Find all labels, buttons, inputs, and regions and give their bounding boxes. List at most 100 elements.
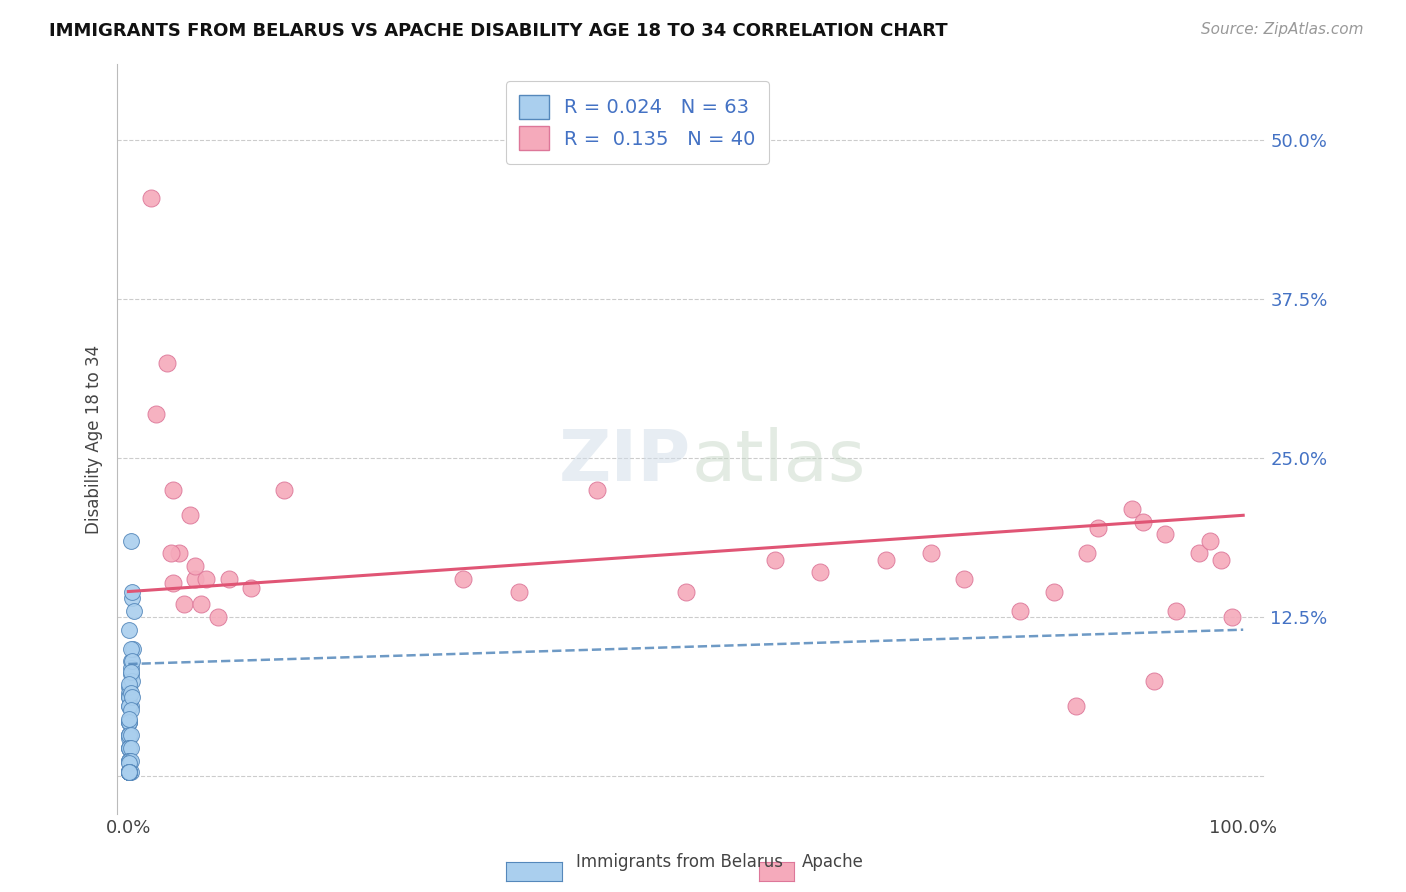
Point	[118, 728, 141, 742]
Point	[118, 754, 141, 768]
Point	[122, 604, 145, 618]
Point	[808, 566, 831, 580]
Point	[118, 756, 141, 771]
Point	[118, 690, 141, 704]
Point	[121, 584, 143, 599]
Point	[118, 765, 141, 780]
Point	[120, 655, 142, 669]
Point	[207, 610, 229, 624]
Point	[1076, 546, 1098, 560]
Point	[118, 690, 141, 704]
Point	[1209, 553, 1232, 567]
Point	[118, 715, 141, 730]
Y-axis label: Disability Age 18 to 34: Disability Age 18 to 34	[86, 344, 103, 533]
Point	[139, 190, 162, 204]
Point	[118, 754, 141, 768]
Point	[118, 764, 141, 778]
Point	[120, 703, 142, 717]
Point	[118, 765, 141, 780]
Legend: R = 0.024   N = 63, R =  0.135   N = 40: R = 0.024 N = 63, R = 0.135 N = 40	[506, 81, 769, 164]
Point	[120, 698, 142, 713]
Point	[1064, 698, 1087, 713]
Point	[184, 572, 207, 586]
Point	[118, 740, 141, 755]
Text: Source: ZipAtlas.com: Source: ZipAtlas.com	[1201, 22, 1364, 37]
Point	[120, 765, 142, 780]
Point	[118, 765, 141, 780]
Point	[1187, 546, 1209, 560]
Point	[118, 677, 141, 691]
Point	[162, 483, 184, 497]
Point	[120, 686, 142, 700]
Point	[118, 740, 141, 755]
Text: ZIP: ZIP	[560, 427, 692, 496]
Point	[121, 591, 143, 605]
Point	[195, 572, 218, 586]
Point	[156, 356, 179, 370]
Point	[1132, 515, 1154, 529]
Point	[120, 661, 142, 675]
Point	[118, 715, 141, 730]
Point	[1166, 604, 1188, 618]
Point	[920, 546, 942, 560]
Point	[1087, 521, 1109, 535]
Point	[179, 508, 201, 523]
Point	[118, 765, 141, 780]
Text: Immigrants from Belarus: Immigrants from Belarus	[576, 854, 783, 871]
Point	[763, 553, 786, 567]
Point	[120, 667, 142, 681]
Point	[120, 665, 142, 679]
Point	[1121, 502, 1143, 516]
Point	[585, 483, 607, 497]
Point	[118, 686, 141, 700]
Point	[675, 584, 697, 599]
Text: IMMIGRANTS FROM BELARUS VS APACHE DISABILITY AGE 18 TO 34 CORRELATION CHART: IMMIGRANTS FROM BELARUS VS APACHE DISABI…	[49, 22, 948, 40]
Point	[121, 690, 143, 704]
Point	[1042, 584, 1064, 599]
Point	[173, 597, 195, 611]
Point	[121, 641, 143, 656]
Point	[118, 680, 141, 694]
Point	[118, 765, 141, 780]
Point	[184, 559, 207, 574]
Point	[118, 712, 141, 726]
Point	[118, 765, 141, 780]
Point	[118, 765, 141, 780]
Point	[508, 584, 530, 599]
Point	[118, 765, 141, 780]
Point	[118, 765, 141, 780]
Point	[118, 765, 141, 780]
Point	[120, 641, 142, 656]
Text: atlas: atlas	[692, 427, 866, 496]
Point	[167, 546, 190, 560]
Point	[1198, 533, 1220, 548]
Point	[162, 575, 184, 590]
Point	[118, 754, 141, 768]
Point	[118, 765, 141, 780]
Point	[240, 581, 263, 595]
Point	[120, 754, 142, 768]
Point	[118, 728, 141, 742]
Point	[118, 740, 141, 755]
Point	[875, 553, 897, 567]
Point	[121, 673, 143, 688]
Point	[145, 407, 167, 421]
Point	[118, 740, 141, 755]
Point	[118, 715, 141, 730]
Point	[118, 715, 141, 730]
Point	[273, 483, 295, 497]
Point	[120, 728, 142, 742]
Point	[118, 764, 141, 778]
Point	[1143, 673, 1166, 688]
Point	[118, 765, 141, 780]
Point	[118, 698, 141, 713]
Point	[120, 533, 142, 548]
Point	[118, 765, 141, 780]
Point	[118, 754, 141, 768]
Point	[1220, 610, 1243, 624]
Point	[1010, 604, 1032, 618]
Point	[118, 623, 141, 637]
Point	[118, 698, 141, 713]
Point	[451, 572, 474, 586]
Point	[159, 546, 181, 560]
